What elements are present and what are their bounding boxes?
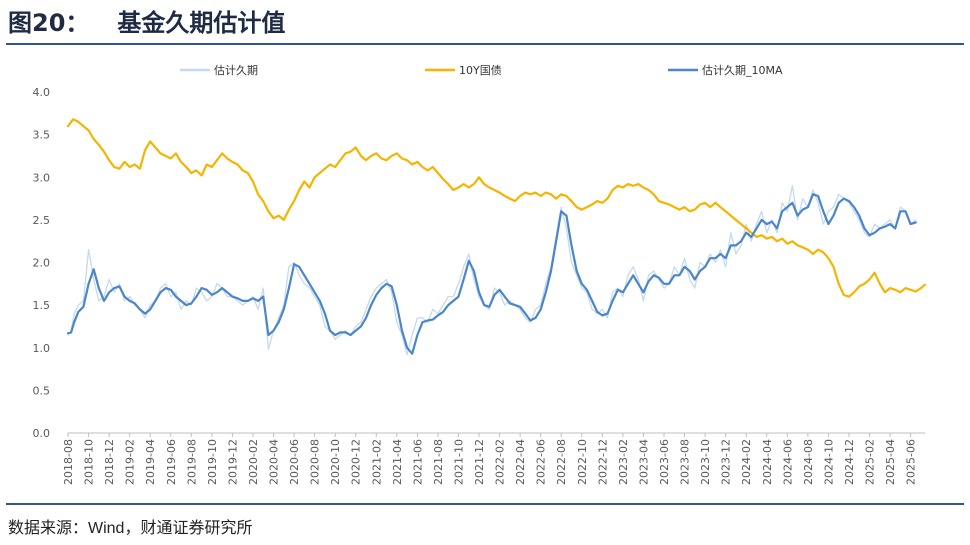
x-tick-label: 2020-12	[350, 439, 363, 485]
x-tick-label: 2022-06	[535, 439, 548, 485]
data-source-note: 数据来源：Wind，财通证券研究所	[8, 520, 253, 537]
figure-title-text: 基金久期估计值	[117, 9, 286, 37]
x-tick-label: 2019-02	[124, 439, 137, 485]
x-tick-label: 2018-08	[62, 439, 75, 485]
x-tick-label: 2025-02	[864, 439, 877, 485]
y-tick-label: 2.0	[33, 257, 51, 270]
x-tick-label: 2024-02	[740, 439, 753, 485]
x-tick-label: 2022-12	[596, 439, 609, 485]
x-tick-label: 2024-10	[822, 439, 835, 485]
x-tick-label: 2025-04	[884, 439, 897, 485]
x-tick-label: 2021-10	[452, 439, 465, 485]
x-tick-label: 2023-02	[617, 439, 630, 485]
y-tick-label: 4.0	[33, 86, 51, 99]
x-tick-label: 2020-04	[268, 439, 281, 485]
x-tick-label: 2023-10	[699, 439, 712, 485]
x-tick-label: 2021-04	[391, 439, 404, 485]
x-tick-label: 2024-12	[843, 439, 856, 485]
x-tick-label: 2020-02	[247, 439, 260, 485]
x-tick-label: 2022-08	[555, 439, 568, 485]
chart-legend: 估计久期 10Y国债 估计久期_10MA	[180, 63, 783, 77]
x-tick-label: 2019-06	[165, 439, 178, 485]
x-tick-label: 2024-04	[761, 439, 774, 485]
bond-10y-series-line	[66, 118, 927, 298]
x-tick-label: 2019-08	[185, 439, 198, 485]
x-tick-label: 2024-08	[802, 439, 815, 485]
legend-label: 估计久期	[214, 64, 258, 77]
y-tick-label: 0.5	[33, 384, 51, 397]
x-tick-label: 2025-06	[905, 439, 918, 485]
y-tick-label: 3.0	[33, 171, 51, 184]
title-rule	[6, 43, 964, 45]
figure-number: 图20：	[8, 9, 90, 37]
y-tick-label: 1.0	[33, 342, 51, 355]
legend-label: 估计久期_10MA	[702, 64, 783, 77]
x-tick-label: 2018-10	[83, 439, 96, 485]
y-tick-label: 3.5	[33, 129, 51, 142]
y-axis: 0.0 0.5 1.0 1.5 2.0 2.5 3.0 3.5 4.0	[33, 86, 51, 440]
x-tick-label: 2019-10	[206, 439, 219, 485]
x-tick-label: 2022-04	[514, 439, 527, 485]
duration-line-chart: 估计久期 10Y国债 估计久期_10MA 0.0 0.5 1.0 1.5 2.0 2.5 3.0…	[33, 63, 927, 485]
x-tick-label: 2019-04	[144, 439, 157, 485]
figure-title: 图20： 基金久期估计值	[8, 6, 285, 40]
x-tick-label: 2022-10	[576, 439, 589, 485]
x-tick-label: 2018-12	[103, 439, 116, 485]
x-tick-label: 2023-08	[679, 439, 692, 485]
duration-ma10-series-line	[66, 193, 917, 355]
duration-series-line	[67, 185, 917, 356]
source-rule	[6, 503, 964, 505]
x-tick-label: 2021-08	[432, 439, 445, 485]
x-tick-label: 2020-06	[288, 439, 301, 485]
x-tick-label: 2023-04	[637, 439, 650, 485]
x-tick-label: 2019-12	[226, 439, 239, 485]
x-tick-label: 2021-12	[473, 439, 486, 485]
x-tick-label: 2021-02	[370, 439, 383, 485]
x-tick-label: 2023-06	[658, 439, 671, 485]
x-tick-label: 2020-10	[329, 439, 342, 485]
x-tick-label: 2024-06	[781, 439, 794, 485]
y-tick-label: 0.0	[33, 427, 51, 440]
x-tick-label: 2021-06	[411, 439, 424, 485]
legend-label: 10Y国债	[459, 63, 502, 77]
plot-area	[66, 118, 927, 356]
x-tick-label: 2023-12	[720, 439, 733, 485]
x-axis: 2018-08 2018-10 2018-12 2019-02 2019-04 2019-…	[62, 432, 925, 485]
y-tick-label: 2.5	[33, 214, 51, 227]
y-tick-label: 1.5	[33, 299, 51, 312]
x-tick-label: 2022-02	[494, 439, 507, 485]
x-tick-label: 2020-08	[309, 439, 322, 485]
